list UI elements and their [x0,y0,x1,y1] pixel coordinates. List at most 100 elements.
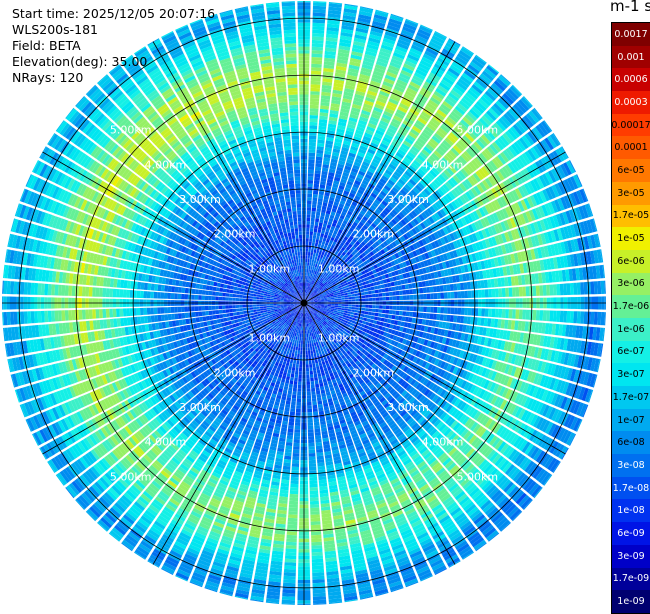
ray-cell [335,301,339,303]
ray-cell [468,308,472,315]
ray-cell [331,301,335,303]
ray-cell [315,349,318,353]
ray-cell [316,352,319,356]
ray-cell [325,304,328,305]
ray-cell [532,286,536,296]
ray-cell [362,295,366,298]
ray-cell [392,287,396,291]
ray-cell [306,235,309,239]
ray-cell [362,305,366,308]
ray-cell [338,304,342,306]
ray-cell [312,346,315,350]
ray-cell [312,50,323,54]
ray-cell [351,309,355,312]
ray-cell [386,297,390,301]
ray-cell [580,311,584,323]
ray-cell [317,233,321,237]
ray-cell [312,256,315,260]
ray-cell [379,305,383,309]
ray-cell [436,286,440,292]
ray-cell [334,307,338,309]
ray-cell [306,238,309,242]
ray-cell [488,289,492,297]
ray-cell [358,296,362,299]
ray-cell [309,122,317,126]
ray-cell [311,214,315,218]
ray-cell [313,253,316,257]
ray-cell [481,308,485,316]
ray-cell [386,306,390,310]
ray-cell [364,288,368,291]
ray-cell [526,286,530,296]
ray-cell [353,288,357,291]
ray-cell [519,310,523,320]
ray-cell [307,214,311,218]
ray-cell [348,304,352,306]
ray-cell [379,293,383,297]
ray-cell [349,317,353,320]
ray-cell [328,301,331,302]
ray-cell [307,201,312,205]
ray-cell [410,295,414,300]
ray-cell [305,262,307,266]
ray-cell [443,315,447,322]
ray-cell [405,284,409,289]
ray-cell [553,311,557,322]
ray-cell [457,283,461,290]
ray-cell [338,298,342,300]
ray-cell [365,311,369,314]
ray-cell [341,306,345,308]
ray-cell [536,286,540,296]
ray-cell [539,285,543,296]
ray-cell [461,291,465,298]
ray-cell [382,297,386,301]
ray-cell [453,315,457,322]
ray-cell [457,308,461,315]
ray-cell [367,287,371,291]
ray-cell [437,293,441,299]
ray-cell [308,255,310,259]
ray-cell [495,289,499,298]
ray-cell [345,306,349,308]
ray-cell [495,309,499,318]
ray-cell [314,342,317,346]
ray-cell [560,284,564,296]
ray-cell [350,289,354,292]
ray-cell [519,287,523,297]
ray-cell [310,98,319,102]
ray-cell [308,180,314,184]
ray-cell [461,308,465,315]
ray-cell [306,231,309,235]
ray-cell [440,314,444,320]
ray-cell [308,156,315,160]
ray-cell [437,307,441,313]
ray-cell [313,6,326,10]
ray-cell [318,348,321,352]
ray-cell [375,313,379,317]
ray-cell [311,221,315,225]
ray-cell [522,287,526,297]
ray-cell [406,306,410,311]
ray-cell [396,306,400,310]
ray-cell [395,315,399,320]
ray-cell [398,316,402,321]
ray-cell [584,312,588,325]
ray-cell [597,281,601,294]
ray-cell [398,285,402,290]
ray-cell [440,293,444,299]
ray-cell [348,295,352,298]
ray-cell [310,91,319,95]
ray-cell [310,231,313,235]
ray-cell [305,272,307,276]
ray-cell [522,310,526,320]
ray-cell [433,286,437,292]
ray-cell [306,242,309,246]
ray-cell [313,19,326,23]
ray-cell [331,304,335,306]
ray-cell [306,248,309,252]
ray-cell [382,293,386,297]
ray-cell [400,306,404,311]
ray-cell [601,312,605,325]
ray-cell [423,294,427,300]
ray-cell [310,259,312,263]
